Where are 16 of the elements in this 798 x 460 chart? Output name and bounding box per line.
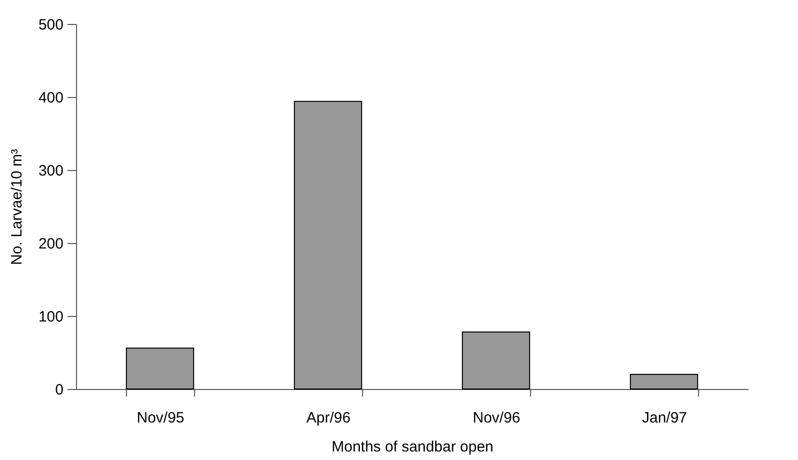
bar [462, 332, 530, 390]
y-tick-label: 400 [38, 90, 64, 106]
y-tick-label: 0 [55, 382, 64, 398]
y-tick-label: 200 [38, 236, 64, 252]
y-axis-title: No. Larvae/10 m³ [8, 149, 26, 265]
y-tick-label: 500 [38, 16, 64, 34]
y-tick-label: 100 [38, 308, 64, 326]
bar [126, 348, 194, 390]
x-tick-label: Jan/97 [642, 410, 688, 426]
bar [294, 100, 362, 390]
x-axis-title: Months of sandbar open [332, 438, 494, 456]
x-tick-label: Nov/96 [472, 410, 520, 426]
x-tick-label: Nov/95 [136, 410, 184, 426]
y-tick-label: 300 [38, 162, 64, 180]
x-tick-label: Apr/96 [306, 410, 351, 426]
bar [630, 374, 698, 390]
